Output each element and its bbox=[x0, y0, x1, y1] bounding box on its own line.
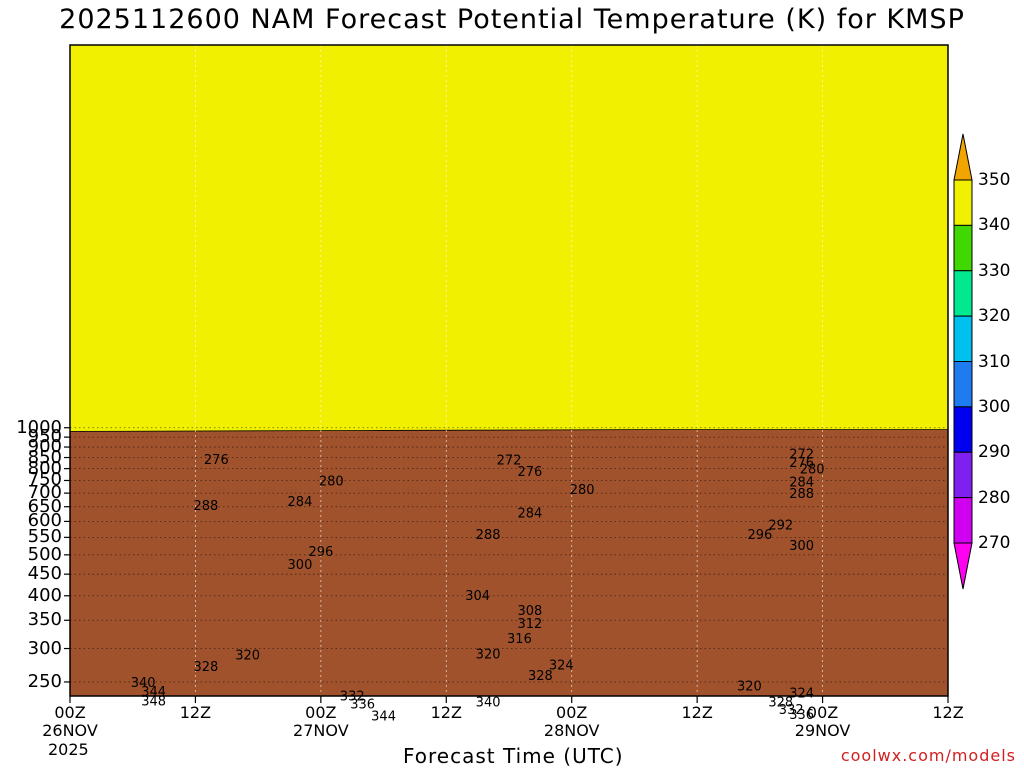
colorbar-label: 290 bbox=[978, 442, 1011, 463]
x-tick-label: 12Z bbox=[179, 703, 212, 722]
contour-label: 328 bbox=[768, 695, 793, 710]
contour-label: 300 bbox=[288, 558, 313, 573]
y-tick-label: 850 bbox=[27, 446, 62, 468]
year-label: 2025 bbox=[48, 740, 89, 759]
contour-label: 320 bbox=[476, 647, 501, 662]
contour-label: 280 bbox=[800, 463, 825, 478]
contour-label: 300 bbox=[789, 539, 814, 554]
x-date-label: 28NOV bbox=[543, 721, 600, 740]
colorbar-segment bbox=[953, 224, 973, 272]
contour-label: 312 bbox=[517, 617, 542, 632]
colorbar-label: 330 bbox=[978, 260, 1011, 281]
contour-label: 296 bbox=[308, 545, 333, 560]
contour-label: 284 bbox=[517, 506, 542, 521]
colorbar-label: 350 bbox=[978, 170, 1011, 190]
x-tick-label: 12Z bbox=[932, 703, 964, 722]
colorbar-segment bbox=[953, 406, 973, 453]
contour-label: 316 bbox=[507, 632, 532, 647]
contour-label: 324 bbox=[789, 687, 814, 702]
x-tick-label: 00Z bbox=[54, 703, 86, 722]
x-tick-label: 12Z bbox=[681, 703, 713, 722]
y-tick-label: 250 bbox=[27, 670, 62, 692]
colorbar-top-arrow bbox=[953, 133, 973, 181]
contour-label: 272 bbox=[497, 453, 522, 468]
contour-label: 344 bbox=[371, 710, 396, 725]
contour-label: 328 bbox=[193, 660, 218, 675]
contour-label: 332 bbox=[340, 690, 365, 705]
contour-label: 332 bbox=[779, 703, 804, 718]
grid-lines bbox=[70, 45, 948, 696]
colorbar-label: 270 bbox=[978, 533, 1011, 553]
x-tick-label: 00Z bbox=[305, 703, 337, 722]
colorbar-segment bbox=[953, 497, 973, 544]
x-tick-label: 00Z bbox=[556, 703, 588, 722]
contour-label: 328 bbox=[528, 669, 553, 684]
y-tick-label: 900 bbox=[27, 436, 62, 458]
axis-ticks bbox=[64, 427, 949, 703]
x-date-label: 26NOV bbox=[42, 721, 98, 740]
contour-label: 288 bbox=[476, 528, 501, 543]
contour-label: 336 bbox=[350, 698, 375, 713]
contour-label: 272 bbox=[789, 447, 814, 462]
contour-label: 284 bbox=[789, 476, 814, 491]
colorbar-segment bbox=[953, 270, 973, 317]
contour-label: 284 bbox=[288, 495, 313, 510]
y-tick-label: 700 bbox=[27, 482, 62, 504]
colorbar-label: 340 bbox=[978, 215, 1011, 236]
y-tick-label: 650 bbox=[27, 495, 62, 517]
x-axis-title: Forecast Time (UTC) bbox=[403, 744, 624, 768]
x-date-label: 27NOV bbox=[293, 721, 349, 740]
colorbar-segment bbox=[953, 179, 973, 226]
contour-label: 288 bbox=[789, 487, 814, 502]
contour-label: 280 bbox=[319, 474, 344, 489]
contour-label: 348 bbox=[141, 694, 166, 709]
source-credit: coolwx.com/models bbox=[840, 746, 1016, 765]
contour-label: 308 bbox=[517, 604, 542, 619]
y-tick-label: 350 bbox=[27, 609, 62, 631]
y-tick-label: 950 bbox=[27, 426, 62, 448]
y-tick-label: 300 bbox=[27, 637, 62, 659]
contour-label: 296 bbox=[747, 528, 772, 543]
y-tick-label: 1000 bbox=[16, 416, 62, 438]
contour-label: 276 bbox=[204, 453, 229, 468]
y-tick-label: 600 bbox=[27, 510, 62, 532]
colorbar-segment bbox=[953, 451, 973, 499]
colorbar-bottom-arrow bbox=[953, 542, 973, 590]
y-tick-label: 750 bbox=[27, 469, 62, 491]
chart-title: 2025112600 NAM Forecast Potential Temper… bbox=[59, 4, 965, 35]
contour-label: 304 bbox=[465, 589, 490, 604]
x-tick-label: 12Z bbox=[430, 703, 462, 722]
contour-label: 324 bbox=[549, 658, 574, 673]
y-tick-label: 800 bbox=[27, 457, 62, 479]
y-tick-label: 450 bbox=[27, 563, 62, 585]
contour-label: 336 bbox=[789, 708, 814, 723]
contour-lines bbox=[70, 429, 948, 696]
contour-label: 280 bbox=[570, 483, 595, 498]
colorbar-segment bbox=[953, 315, 973, 362]
colorbar-segment bbox=[953, 361, 973, 408]
colorbar-label: 310 bbox=[978, 351, 1011, 372]
x-tick-label: 00Z bbox=[806, 703, 839, 722]
contour-label: 292 bbox=[768, 518, 793, 533]
contour-label: 276 bbox=[517, 465, 542, 480]
colorbar-label: 300 bbox=[978, 396, 1011, 417]
contour-label: 320 bbox=[737, 680, 762, 695]
y-tick-label: 550 bbox=[27, 526, 62, 548]
y-tick-label: 400 bbox=[27, 584, 62, 606]
contour-label: 340 bbox=[476, 695, 501, 710]
contour-label: 276 bbox=[789, 456, 814, 471]
contour-label: 320 bbox=[235, 649, 260, 664]
colorbar-label: 320 bbox=[978, 306, 1011, 327]
y-tick-label: 500 bbox=[27, 543, 62, 565]
contour-label: 340 bbox=[131, 676, 156, 691]
colorbar bbox=[953, 133, 973, 590]
plot-frame bbox=[69, 44, 949, 697]
x-date-label: 29NOV bbox=[794, 721, 851, 740]
ground-surface bbox=[70, 429, 948, 696]
colorbar-label: 280 bbox=[978, 487, 1011, 508]
contour-label: 288 bbox=[193, 499, 218, 514]
